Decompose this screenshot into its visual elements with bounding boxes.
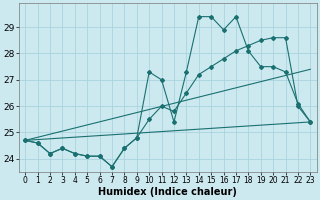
X-axis label: Humidex (Indice chaleur): Humidex (Indice chaleur) (98, 187, 237, 197)
